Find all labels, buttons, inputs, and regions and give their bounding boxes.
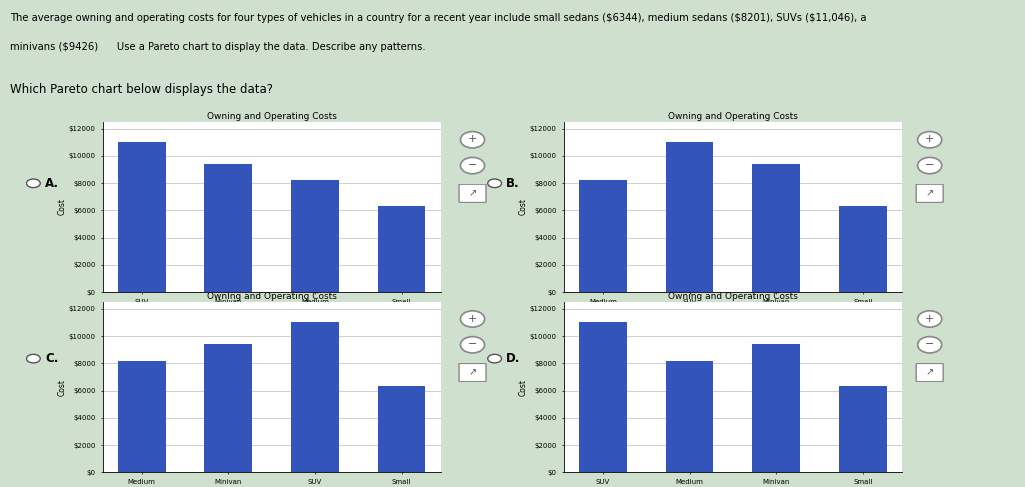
Text: B.: B. xyxy=(506,177,520,190)
FancyBboxPatch shape xyxy=(459,184,486,203)
Text: ↗: ↗ xyxy=(468,367,477,377)
Circle shape xyxy=(488,179,501,187)
Bar xyxy=(839,206,887,292)
Bar xyxy=(291,322,338,472)
FancyBboxPatch shape xyxy=(916,363,943,382)
Bar xyxy=(752,164,800,292)
Bar xyxy=(579,322,626,472)
Bar xyxy=(666,142,713,292)
Text: +: + xyxy=(925,134,935,144)
Y-axis label: Cost: Cost xyxy=(57,199,67,215)
Title: Owning and Operating Costs: Owning and Operating Costs xyxy=(668,112,797,121)
X-axis label: Type of Vehicle: Type of Vehicle xyxy=(243,308,300,317)
Y-axis label: Cost: Cost xyxy=(57,379,67,395)
Bar xyxy=(666,360,713,472)
Text: −: − xyxy=(925,339,935,349)
Text: C.: C. xyxy=(45,352,58,365)
Text: +: + xyxy=(925,314,935,323)
Bar xyxy=(205,344,252,472)
Circle shape xyxy=(27,179,40,187)
Bar xyxy=(205,164,252,292)
Circle shape xyxy=(27,355,40,363)
Text: +: + xyxy=(467,134,478,144)
FancyBboxPatch shape xyxy=(459,363,486,382)
Text: −: − xyxy=(467,160,478,170)
Text: A.: A. xyxy=(45,177,59,190)
Text: ↗: ↗ xyxy=(926,367,934,377)
Y-axis label: Cost: Cost xyxy=(519,199,528,215)
Title: Owning and Operating Costs: Owning and Operating Costs xyxy=(668,292,797,301)
Circle shape xyxy=(917,311,942,327)
Text: ↗: ↗ xyxy=(468,188,477,198)
FancyBboxPatch shape xyxy=(916,184,943,203)
X-axis label: Type of Vehicle: Type of Vehicle xyxy=(704,308,762,317)
Circle shape xyxy=(460,337,485,353)
Text: −: − xyxy=(925,160,935,170)
Bar xyxy=(118,360,165,472)
Text: Which Pareto chart below displays the data?: Which Pareto chart below displays the da… xyxy=(10,83,274,96)
Text: +: + xyxy=(467,314,478,323)
Title: Owning and Operating Costs: Owning and Operating Costs xyxy=(207,292,336,301)
Circle shape xyxy=(917,157,942,174)
Text: −: − xyxy=(467,339,478,349)
Bar xyxy=(378,206,425,292)
Text: minivans ($9426)      Use a Pareto chart to display the data. Describe any patte: minivans ($9426) Use a Pareto chart to d… xyxy=(10,42,425,53)
Circle shape xyxy=(460,157,485,174)
Circle shape xyxy=(488,355,501,363)
Bar xyxy=(291,180,338,292)
Text: The average owning and operating costs for four types of vehicles in a country f: The average owning and operating costs f… xyxy=(10,13,867,23)
Bar xyxy=(839,386,887,472)
Bar xyxy=(118,142,165,292)
Circle shape xyxy=(460,311,485,327)
Text: ↗: ↗ xyxy=(926,188,934,198)
Title: Owning and Operating Costs: Owning and Operating Costs xyxy=(207,112,336,121)
Bar xyxy=(579,180,626,292)
Bar xyxy=(378,386,425,472)
Y-axis label: Cost: Cost xyxy=(519,379,528,395)
Circle shape xyxy=(917,131,942,148)
Circle shape xyxy=(917,337,942,353)
Bar xyxy=(752,344,800,472)
Text: D.: D. xyxy=(506,352,521,365)
Circle shape xyxy=(460,131,485,148)
